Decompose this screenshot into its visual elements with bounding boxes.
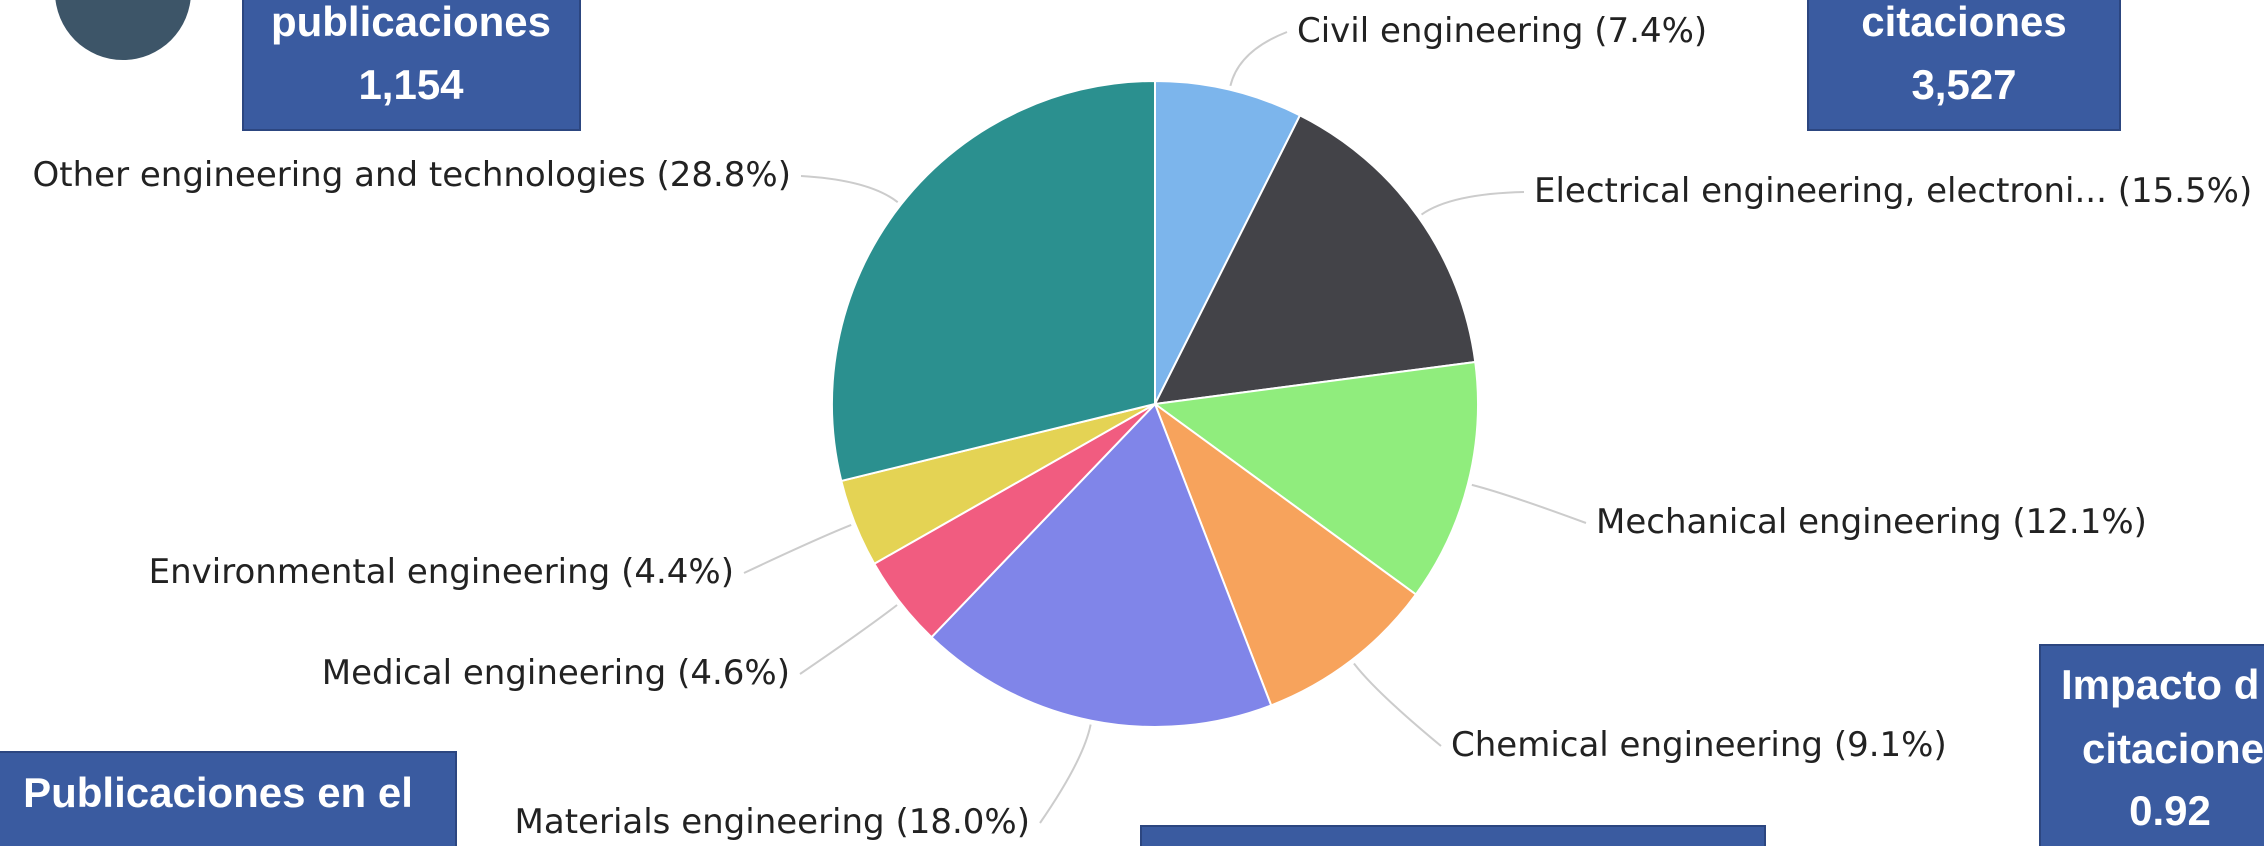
slice-value-label: (18.0%) — [895, 802, 1030, 842]
slice-value-label: (7.4%) — [1594, 11, 1707, 51]
box-text: 0.92 — [2129, 787, 2211, 834]
slice-category: Other engineering and technologies — [33, 155, 646, 195]
slice-category: Environmental engineering — [149, 552, 611, 592]
box-text: publicaciones — [271, 0, 551, 45]
connector — [800, 175, 899, 203]
pie-slice — [1154, 79, 1302, 405]
slice-value-label: (9.1%) — [1834, 725, 1947, 765]
pie-slice — [1152, 360, 1479, 596]
connector — [1420, 191, 1525, 216]
connector — [1039, 724, 1092, 824]
avatar-circle — [55, 0, 191, 60]
slice-category: Civil engineering — [1297, 11, 1583, 51]
connector — [1229, 31, 1288, 87]
pie: Civil engineering (7.4%) Electrical engin… — [33, 11, 2253, 842]
slice-label: Civil engineering (7.4%) — [1297, 11, 1707, 51]
slice-label: Other engineering and technologies (28.8… — [33, 155, 791, 195]
slice-category: Materials engineering — [515, 802, 885, 842]
box-text: citaciones — [1861, 0, 2066, 45]
pie-slice — [831, 79, 1156, 483]
slice-label: Electrical engineering, electroni... (15… — [1534, 171, 2252, 211]
connector — [1471, 483, 1587, 524]
slice-label: Chemical engineering (9.1%) — [1451, 725, 1947, 765]
box-citaciones — [1807, 0, 2121, 131]
box-bottom — [1140, 825, 1766, 846]
pie-slice — [1152, 401, 1418, 707]
box-text: 3,527 — [1911, 61, 2016, 108]
slice-label: Environmental engineering (4.4%) — [149, 552, 734, 592]
box-publicaciones-top — [0, 751, 457, 846]
slice-label: Mechanical engineering (12.1%) — [1596, 502, 2147, 542]
box-impacto — [2039, 644, 2264, 846]
box-text: citacione — [2082, 725, 2264, 772]
box-text: 1,154 — [358, 61, 464, 108]
slice-value-label: (4.6%) — [677, 653, 790, 693]
slice-value-label: (12.1%) — [2012, 502, 2147, 542]
slice-category: Chemical engineering — [1451, 725, 1823, 765]
box-publicaciones — [242, 0, 581, 131]
box-text: Impacto d — [2061, 661, 2259, 708]
pie-slice — [1153, 114, 1477, 406]
connector — [743, 524, 852, 574]
slice-label: Medical engineering (4.6%) — [322, 653, 790, 693]
box-text: Publicaciones en el — [23, 769, 413, 816]
connector — [799, 604, 898, 675]
slice-category: Medical engineering — [322, 653, 667, 693]
slice-label: Materials engineering (18.0%) — [515, 802, 1030, 842]
slice-category: Electrical engineering, electroni... — [1534, 171, 2107, 211]
slice-value-label: (28.8%) — [656, 155, 791, 195]
connector — [1353, 662, 1442, 747]
slice-category: Mechanical engineering — [1596, 502, 2002, 542]
slice-value-label: (4.4%) — [621, 552, 734, 592]
slice-value-label: (15.5%) — [2118, 171, 2253, 211]
pie-slice — [930, 402, 1273, 728]
